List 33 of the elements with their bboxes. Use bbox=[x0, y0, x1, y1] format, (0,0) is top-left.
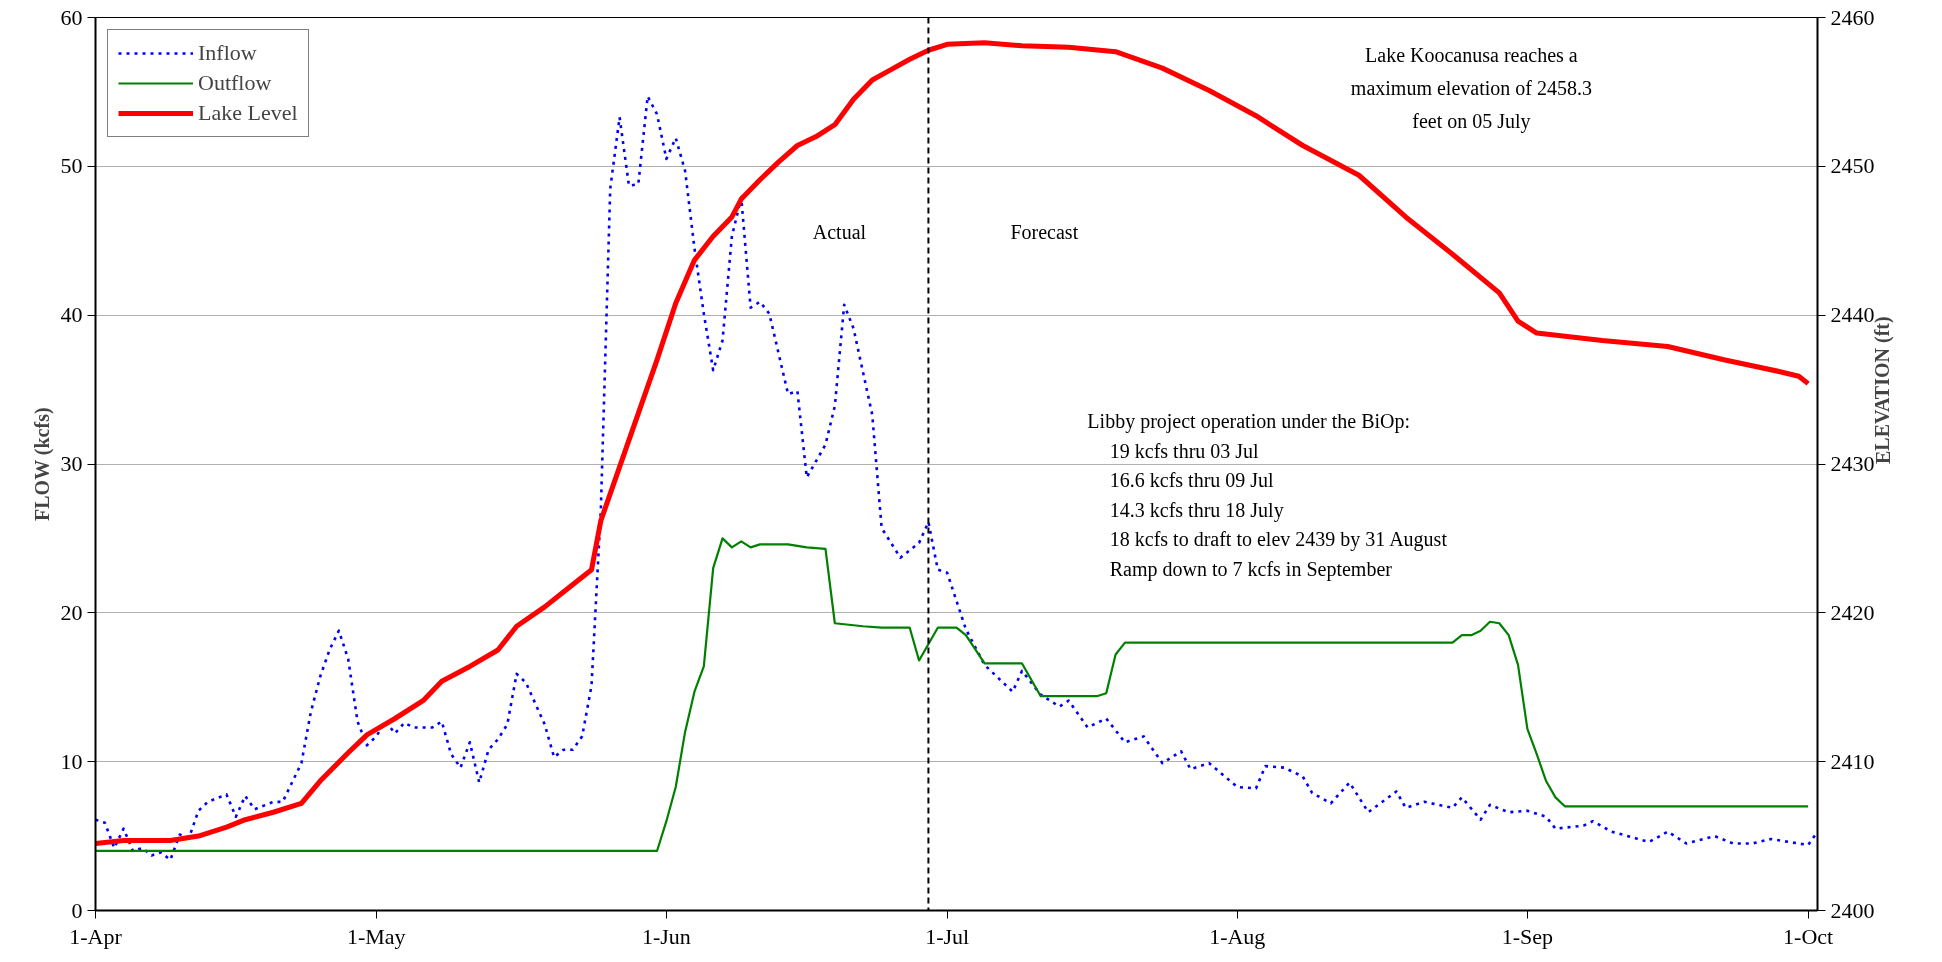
x-tick-label: 1-Jun bbox=[641, 923, 691, 949]
x-tick-label: 1-May bbox=[346, 923, 406, 949]
legend-label: Lake Level bbox=[198, 100, 298, 126]
y2-tick-label: 2440 bbox=[1830, 302, 1875, 328]
y2-tick-label: 2460 bbox=[1830, 4, 1875, 30]
annotation: 14.3 kcfs thru 18 July bbox=[1109, 498, 1284, 522]
x-tick-label: 1-Apr bbox=[69, 923, 123, 949]
annotation: Actual bbox=[812, 221, 867, 244]
y-tick-label: 0 bbox=[71, 897, 83, 923]
annotation: 18 kcfs to draft to elev 2439 by 31 August bbox=[1109, 528, 1448, 552]
annotation: Libby project operation under the BiOp: bbox=[1087, 410, 1411, 434]
legend-label: Outflow bbox=[198, 70, 272, 96]
y2-tick-label: 2420 bbox=[1830, 599, 1875, 625]
y-tick-label: 30 bbox=[60, 451, 83, 476]
x-tick-label: 1-Aug bbox=[1209, 923, 1266, 949]
annotation: 19 kcfs thru 03 Jul bbox=[1109, 439, 1260, 462]
y-tick-label: 50 bbox=[60, 153, 83, 179]
x-tick-label: 1-Oct bbox=[1783, 923, 1834, 949]
annotation: Forecast bbox=[1010, 221, 1079, 244]
y2-tick-label: 2400 bbox=[1830, 897, 1875, 923]
y2-tick-label: 2410 bbox=[1830, 748, 1875, 774]
y2-tick-label: 2450 bbox=[1830, 153, 1875, 179]
annotation: Lake Koocanusa reaches a maximum elevation of 2458.3 feet on 05 July bbox=[1350, 44, 1592, 134]
y-tick-label: 40 bbox=[60, 302, 83, 328]
y-tick-label: 10 bbox=[60, 748, 83, 774]
x-tick-label: 1-Sep bbox=[1501, 923, 1554, 949]
x-tick-label: 1-Jul bbox=[925, 923, 970, 949]
y-tick-label: 20 bbox=[60, 599, 83, 625]
annotation: 16.6 kcfs thru 09 Jul bbox=[1109, 469, 1275, 492]
y-tick-label: 60 bbox=[60, 4, 83, 30]
y-axis-title: FLOW (kcfs) bbox=[30, 407, 54, 521]
annotation: Ramp down to 7 kcfs in September bbox=[1109, 557, 1393, 581]
legend-label: Inflow bbox=[198, 40, 257, 66]
